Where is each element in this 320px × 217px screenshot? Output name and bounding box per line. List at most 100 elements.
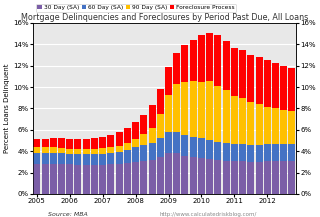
Bar (223, 90, 229, 143)
Bar (42, 164, 49, 194)
Bar (255, 145, 262, 162)
Bar (173, 84, 180, 132)
Bar (124, 163, 131, 194)
Bar (223, 161, 229, 194)
Bar (223, 41, 229, 90)
Bar (247, 102, 254, 145)
Bar (116, 146, 123, 152)
Bar (198, 158, 205, 194)
Bar (264, 107, 271, 144)
Bar (288, 161, 295, 194)
Bar (83, 155, 90, 164)
Bar (206, 33, 213, 81)
Bar (206, 81, 213, 140)
Bar (140, 134, 147, 145)
Bar (108, 164, 115, 194)
Bar (148, 160, 156, 194)
Bar (190, 39, 197, 81)
Bar (165, 153, 172, 194)
Bar (272, 108, 279, 144)
Bar (280, 66, 287, 110)
Bar (124, 150, 131, 163)
Bar (42, 139, 49, 148)
Bar (116, 164, 123, 194)
Bar (66, 149, 73, 154)
Bar (148, 105, 156, 128)
Bar (264, 161, 271, 194)
Bar (83, 139, 90, 149)
Bar (124, 128, 131, 143)
Bar (165, 95, 172, 132)
Bar (66, 139, 73, 149)
Bar (280, 161, 287, 194)
Bar (99, 154, 106, 164)
Bar (247, 145, 254, 162)
Bar (140, 145, 147, 161)
Bar (165, 132, 172, 153)
Bar (181, 135, 188, 156)
Bar (83, 164, 90, 194)
Bar (132, 148, 139, 162)
Bar (206, 159, 213, 194)
Bar (157, 114, 164, 138)
Bar (58, 148, 65, 153)
Bar (272, 161, 279, 194)
Bar (132, 122, 139, 139)
Bar (157, 89, 164, 114)
Bar (231, 161, 238, 194)
Bar (239, 144, 246, 161)
Bar (198, 35, 205, 82)
Bar (116, 132, 123, 146)
Bar (255, 57, 262, 104)
Bar (108, 147, 115, 153)
Bar (173, 53, 180, 84)
Bar (108, 153, 115, 164)
Bar (99, 164, 106, 194)
Bar (140, 115, 147, 134)
Bar (33, 153, 40, 164)
Bar (173, 132, 180, 153)
Bar (83, 149, 90, 155)
Bar (140, 161, 147, 194)
Bar (33, 139, 40, 148)
Bar (50, 153, 57, 164)
Bar (247, 54, 254, 102)
Text: http://www.calculatedriskblog.com/: http://www.calculatedriskblog.com/ (160, 212, 257, 217)
Bar (33, 148, 40, 153)
Text: Source: MBA: Source: MBA (48, 212, 88, 217)
Bar (91, 155, 98, 164)
Bar (50, 164, 57, 194)
Bar (214, 86, 221, 142)
Bar (231, 48, 238, 96)
Bar (91, 138, 98, 149)
Bar (214, 35, 221, 86)
Bar (214, 142, 221, 160)
Bar (157, 157, 164, 194)
Title: Mortgage Delinquencies and Foreclosures by Period Past Due, All Loans: Mortgage Delinquencies and Foreclosures … (21, 13, 308, 22)
Bar (239, 98, 246, 144)
Bar (206, 140, 213, 159)
Bar (173, 153, 180, 194)
Bar (239, 161, 246, 194)
Bar (288, 68, 295, 111)
Bar (165, 67, 172, 95)
Bar (255, 162, 262, 194)
Bar (272, 63, 279, 108)
Bar (42, 153, 49, 164)
Bar (181, 82, 188, 135)
Bar (42, 148, 49, 153)
Bar (157, 138, 164, 157)
Bar (198, 82, 205, 138)
Bar (91, 164, 98, 194)
Legend: 30 Day (SA), 60 Day (SA), 90 Day (SA), Foreclosure Process: 30 Day (SA), 60 Day (SA), 90 Day (SA), F… (36, 4, 236, 12)
Bar (132, 139, 139, 148)
Bar (214, 160, 221, 194)
Bar (75, 139, 82, 149)
Bar (132, 162, 139, 194)
Bar (181, 45, 188, 82)
Bar (288, 144, 295, 161)
Bar (50, 138, 57, 148)
Bar (190, 157, 197, 194)
Bar (231, 96, 238, 144)
Bar (75, 149, 82, 155)
